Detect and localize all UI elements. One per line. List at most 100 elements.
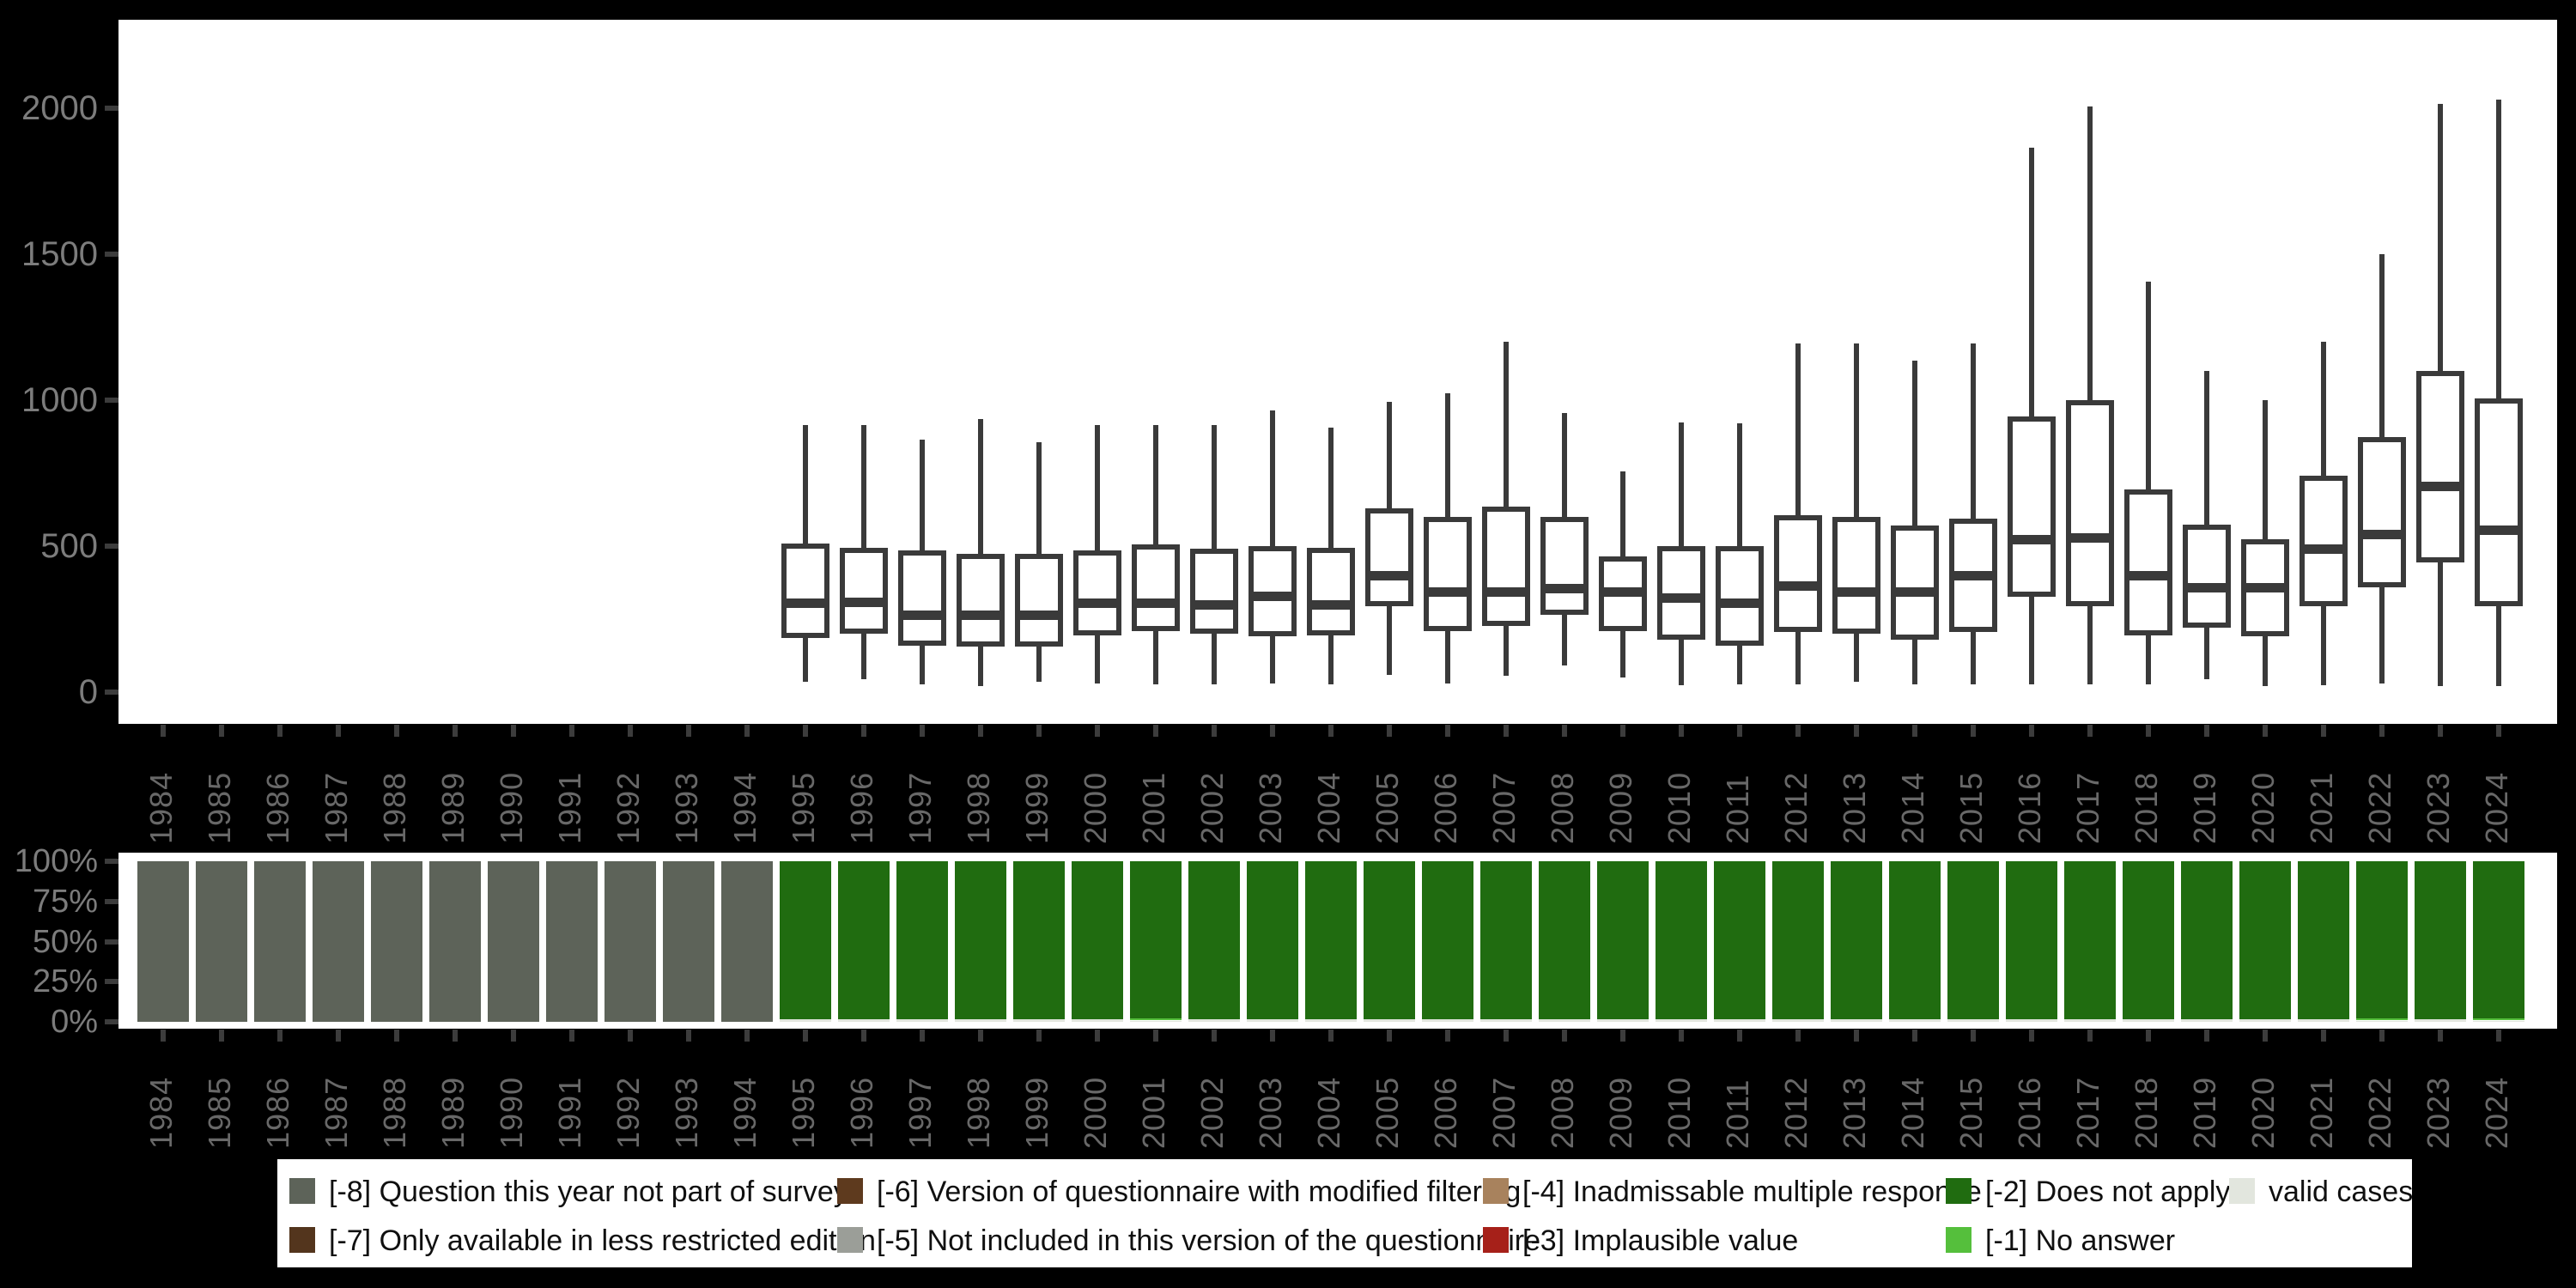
bar-segment-valid: [1947, 1019, 1999, 1022]
x-axis-year-label: 1986: [260, 771, 295, 844]
bar-segment-no_answer: [2356, 1018, 2408, 1021]
bar-segment-does_not_apply: [1889, 861, 1941, 1020]
bar-segment-valid: [1714, 1019, 1765, 1022]
bar-segment-does_not_apply: [955, 861, 1006, 1020]
x-axis-year-label: 2024: [2479, 1076, 2514, 1149]
x-axis-tick: [219, 1030, 224, 1042]
x-axis-tick: [569, 725, 574, 737]
x-axis-tick: [1504, 1030, 1509, 1042]
x-axis-year-label: 1988: [377, 1076, 412, 1149]
x-axis-tick: [2438, 725, 2443, 737]
box-median: [1190, 600, 1238, 610]
x-axis-year-label: 1995: [786, 1076, 821, 1149]
box-median: [1891, 586, 1939, 597]
box-median: [1540, 584, 1589, 594]
x-axis-tick: [1445, 725, 1450, 737]
bar-segment-does_not_apply: [1013, 861, 1065, 1020]
box-median: [1716, 598, 1764, 609]
x-axis-year-label: 2014: [1895, 1076, 1930, 1149]
legend-swatch-does_not_apply: [1946, 1178, 1971, 1204]
box-median: [2124, 571, 2172, 580]
box-iqr: [1774, 515, 1822, 633]
bar-segment-valid: [780, 1019, 831, 1022]
x-axis-year-label: 2016: [2012, 771, 2047, 844]
box-iqr: [2183, 524, 2231, 629]
box-median: [2475, 526, 2523, 536]
box-whisker: [1795, 343, 1801, 685]
x-axis-year-label: 2012: [1778, 771, 1814, 844]
box-whisker: [1912, 361, 1917, 685]
bar-segment-q_not_part: [371, 861, 422, 1022]
percent-axis-tick: [105, 939, 118, 945]
x-axis-tick: [1971, 1030, 1976, 1042]
x-axis-year-label: 2013: [1837, 1076, 1872, 1149]
x-axis-year-label: 1998: [961, 1076, 996, 1149]
y-axis-label: 1000: [21, 381, 98, 419]
box-whisker: [1854, 343, 1859, 683]
x-axis-tick: [1387, 725, 1392, 737]
bar-segment-does_not_apply: [2064, 861, 2116, 1020]
percent-axis-label: 100%: [14, 843, 98, 879]
bar-segment-q_not_part: [721, 861, 773, 1022]
percent-axis-tick: [105, 979, 118, 985]
x-axis-year-label: 2018: [2129, 771, 2164, 844]
x-axis-tick: [394, 725, 399, 737]
x-axis-tick: [1036, 725, 1042, 737]
bar-segment-does_not_apply: [2473, 861, 2524, 1019]
box-iqr: [1716, 546, 1764, 646]
x-axis-year-label: 1992: [611, 1076, 646, 1149]
x-axis-tick: [861, 725, 866, 737]
bar-segment-does_not_apply: [1305, 861, 1357, 1020]
x-axis-tick: [1679, 725, 1684, 737]
x-axis-year-label: 1995: [786, 771, 821, 844]
x-axis-year-label: 1984: [143, 771, 179, 844]
x-axis-year-label: 2024: [2479, 771, 2514, 844]
bar-segment-does_not_apply: [838, 861, 890, 1020]
percent-axis-tick: [105, 1019, 118, 1024]
x-axis-year-label: 1984: [143, 1076, 179, 1149]
x-axis-tick: [1562, 725, 1567, 737]
x-axis-year-label: 1990: [494, 1076, 529, 1149]
box-median: [1832, 586, 1880, 597]
x-axis-year-label: 2021: [2304, 1076, 2339, 1149]
x-axis-year-label: 2000: [1078, 1076, 1113, 1149]
x-axis-year-label: 2006: [1428, 1076, 1463, 1149]
box-median: [781, 598, 829, 609]
x-axis-tick: [1095, 1030, 1100, 1042]
x-axis-tick: [628, 1030, 633, 1042]
x-axis-year-label: 2023: [2421, 1076, 2456, 1149]
x-axis-year-label: 2004: [1311, 771, 1346, 844]
x-axis-tick: [2438, 1030, 2443, 1042]
bar-segment-q_not_part: [429, 861, 481, 1022]
bar-segment-q_not_part: [546, 861, 598, 1022]
x-axis-tick: [1912, 1030, 1917, 1042]
box-median: [1132, 598, 1180, 609]
x-axis-year-label: 1990: [494, 771, 529, 844]
x-axis-tick: [2321, 1030, 2326, 1042]
bar-segment-valid: [1772, 1019, 1824, 1022]
box-iqr: [898, 550, 946, 646]
bar-segment-does_not_apply: [780, 861, 831, 1020]
x-axis-year-label: 1997: [902, 1076, 938, 1149]
bar-segment-valid: [896, 1019, 948, 1022]
x-axis-tick: [161, 1030, 166, 1042]
box-median: [1482, 586, 1530, 597]
x-axis-year-label: 1989: [435, 771, 471, 844]
percent-axis-label: 25%: [32, 963, 98, 1000]
x-axis-tick: [2029, 1030, 2034, 1042]
x-axis-year-label: 2019: [2187, 1076, 2222, 1149]
box-iqr: [1424, 517, 1472, 631]
x-axis-tick: [2263, 725, 2268, 737]
bar-segment-valid: [2181, 1019, 2233, 1022]
x-axis-year-label: 1989: [435, 1076, 471, 1149]
x-axis-year-label: 1993: [669, 1076, 704, 1149]
bar-segment-does_not_apply: [1130, 861, 1182, 1019]
x-axis-year-label: 2002: [1194, 771, 1230, 844]
x-axis-tick: [336, 725, 341, 737]
x-axis-tick: [2379, 725, 2385, 737]
x-axis-year-label: 2014: [1895, 771, 1930, 844]
legend-swatch-valid: [2229, 1178, 2255, 1204]
x-axis-year-label: 1999: [1019, 1076, 1054, 1149]
box-iqr: [840, 547, 888, 634]
box-median: [1657, 592, 1705, 603]
